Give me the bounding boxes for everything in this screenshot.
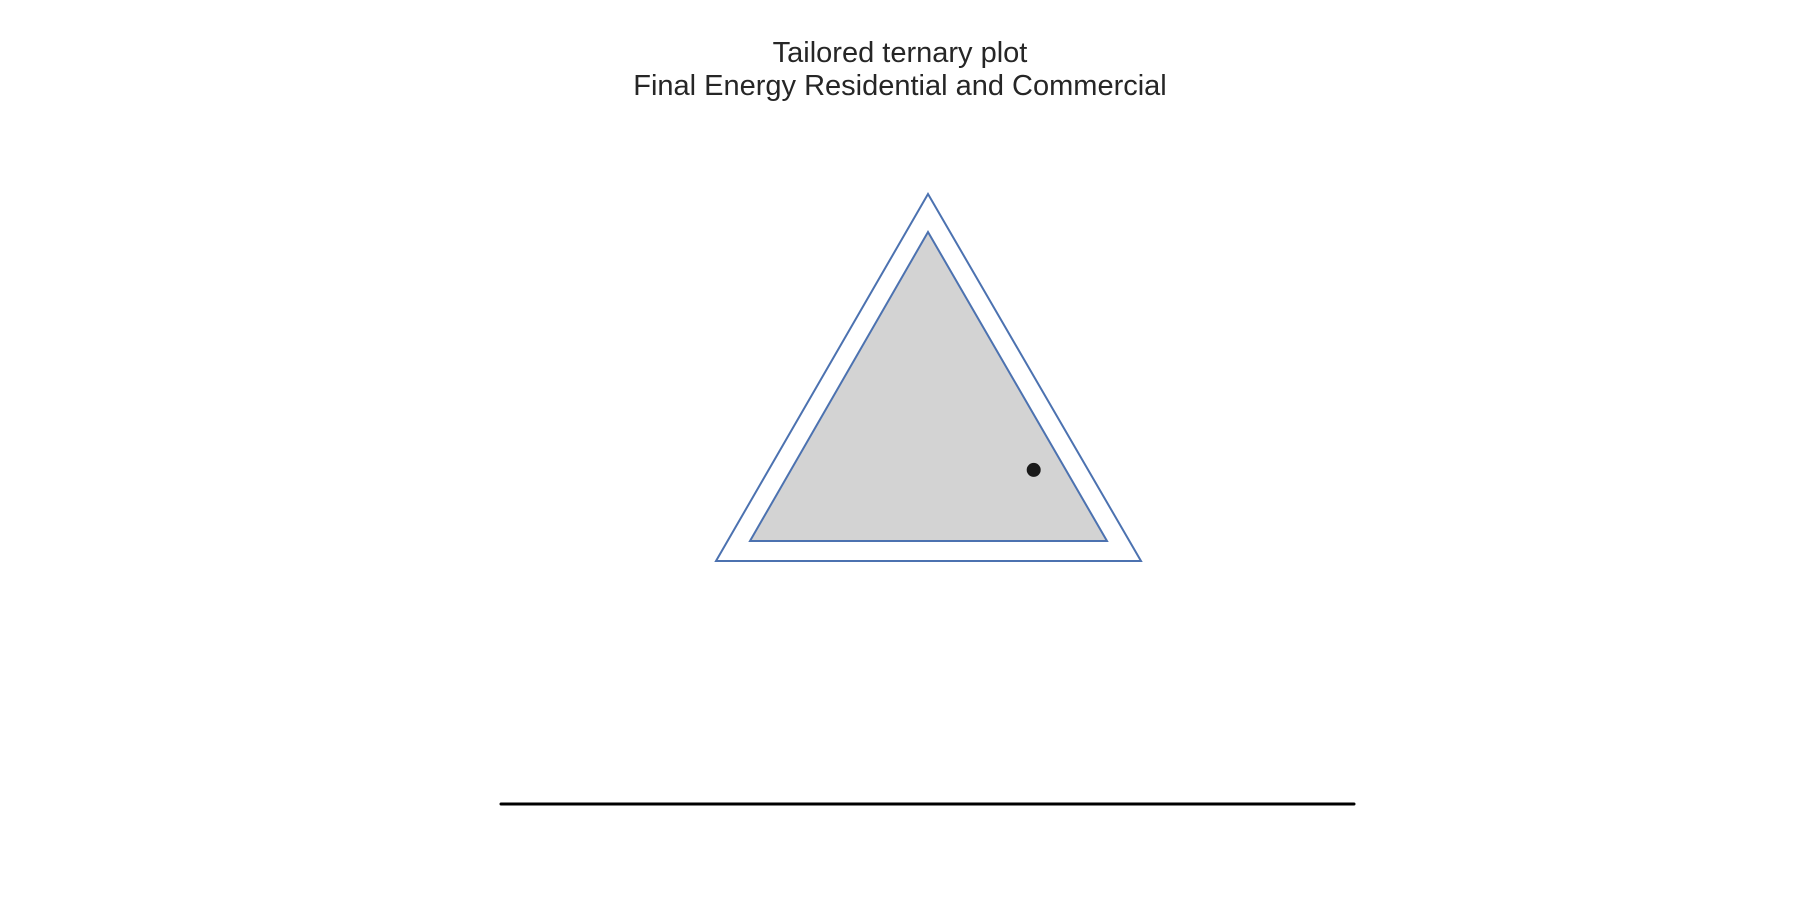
inner-triangle-area [748,230,1109,542]
outer-triangle-border [714,192,1143,562]
data-points [1026,462,1041,477]
chart-title: Tailored ternary plot [772,37,1028,69]
data-point [1026,462,1041,477]
chart-subtitle: Final Energy Residential and Commercial [633,70,1167,102]
